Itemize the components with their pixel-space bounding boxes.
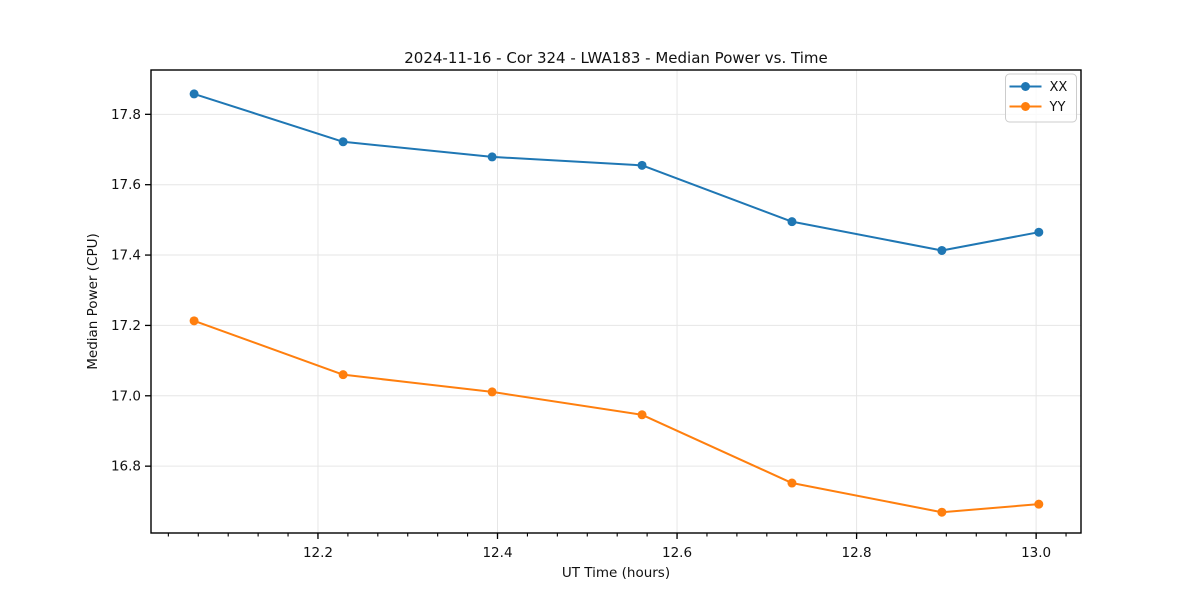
x-axis-label: UT Time (hours) bbox=[562, 565, 670, 581]
data-point-XX bbox=[637, 160, 647, 170]
gridlines bbox=[151, 70, 1081, 533]
y-tick-label: 17.4 bbox=[111, 248, 141, 264]
y-tick-label: 16.8 bbox=[111, 459, 141, 475]
legend: XX YY bbox=[1005, 73, 1077, 123]
series-XX bbox=[189, 89, 1044, 255]
data-point-YY bbox=[487, 387, 497, 397]
data-point-XX bbox=[487, 152, 497, 162]
x-tick-label: 13.0 bbox=[1021, 545, 1051, 561]
y-tick-label: 17.2 bbox=[111, 318, 141, 334]
data-point-YY bbox=[189, 316, 199, 326]
data-point-XX bbox=[937, 245, 947, 255]
series-YY bbox=[189, 316, 1044, 517]
data-point-XX bbox=[1034, 227, 1044, 237]
chart-title: 2024-11-16 - Cor 324 - LWA183 - Median P… bbox=[404, 49, 828, 67]
data-point-YY bbox=[637, 410, 647, 420]
y-tick-label: 17.6 bbox=[111, 177, 141, 193]
x-tick-label: 12.2 bbox=[303, 545, 333, 561]
data-point-XX bbox=[189, 89, 199, 99]
y-tick-label: 17.0 bbox=[111, 388, 141, 404]
data-point-YY bbox=[937, 507, 947, 517]
legend-sample-marker bbox=[1021, 82, 1030, 91]
axes-spines bbox=[150, 69, 1082, 534]
data-point-YY bbox=[338, 370, 348, 380]
x-tick-label: 12.4 bbox=[482, 545, 512, 561]
data-point-XX bbox=[338, 137, 348, 147]
y-axis-label: Median Power (CPU) bbox=[85, 233, 101, 369]
x-axis: 12.2 12.4 12.6 12.8 13.0 bbox=[167, 533, 1067, 561]
legend-label: YY bbox=[1049, 100, 1066, 115]
data-point-YY bbox=[1034, 499, 1044, 509]
y-tick-label: 17.8 bbox=[111, 107, 141, 123]
x-tick-label: 12.6 bbox=[662, 545, 692, 561]
legend-label: XX bbox=[1050, 80, 1068, 95]
y-axis: 16.8 17.0 17.2 17.4 17.6 17.8 bbox=[111, 107, 151, 475]
legend-sample-marker bbox=[1021, 102, 1030, 111]
data-point-XX bbox=[787, 217, 797, 227]
x-tick-label: 12.8 bbox=[842, 545, 872, 561]
data-point-YY bbox=[787, 478, 797, 488]
